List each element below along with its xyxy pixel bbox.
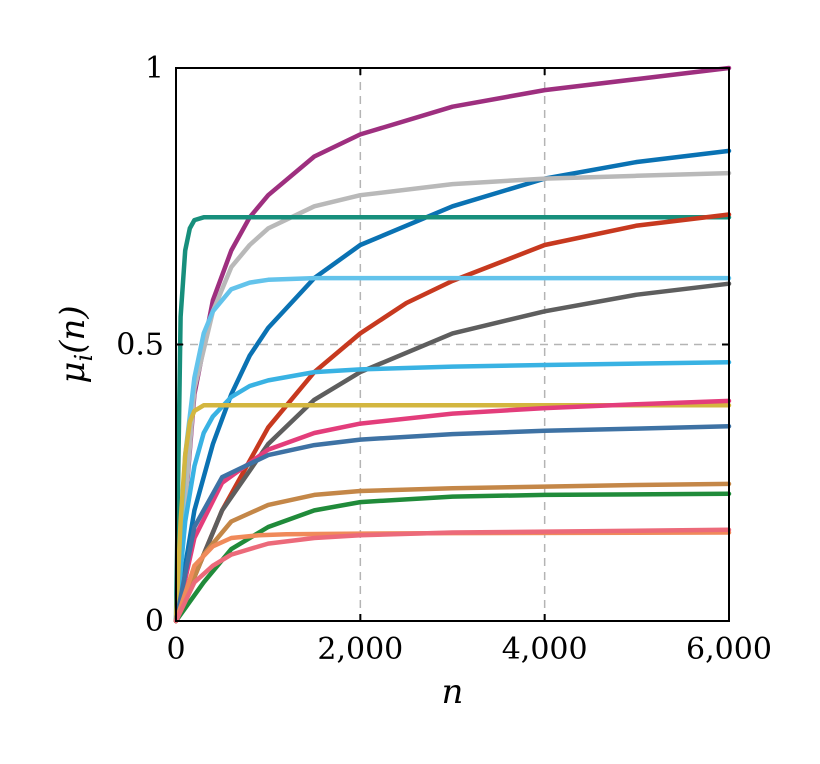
series-line-7	[173, 281, 732, 624]
series-line-9	[173, 403, 732, 624]
axis-ticks: 0 2,000 4,000 6,000 0 0.5 1	[116, 51, 772, 667]
y-tick-label: 0	[145, 604, 164, 639]
x-tick-label: 0	[166, 632, 185, 667]
series-line-13	[173, 491, 732, 624]
y-tick-label: 1	[145, 51, 164, 86]
x-tick-label: 6,000	[686, 632, 772, 667]
series-line-6	[173, 275, 732, 624]
x-tick-label: 4,000	[502, 632, 588, 667]
y-tick-label: 0.5	[116, 328, 164, 363]
series-line-2	[173, 148, 732, 624]
series-line-3	[173, 170, 732, 624]
series-line-11	[173, 424, 732, 624]
series-line-5	[173, 212, 732, 624]
series-line-4	[173, 215, 732, 624]
series-lines	[173, 65, 732, 624]
x-axis-label: n	[442, 672, 464, 712]
series-line-12	[173, 481, 732, 624]
y-axis-label: μi(n)	[53, 305, 98, 383]
series-line-15	[173, 527, 732, 624]
series-line-8	[173, 359, 732, 624]
x-tick-label: 2,000	[317, 632, 403, 667]
series-line-10	[173, 398, 732, 624]
